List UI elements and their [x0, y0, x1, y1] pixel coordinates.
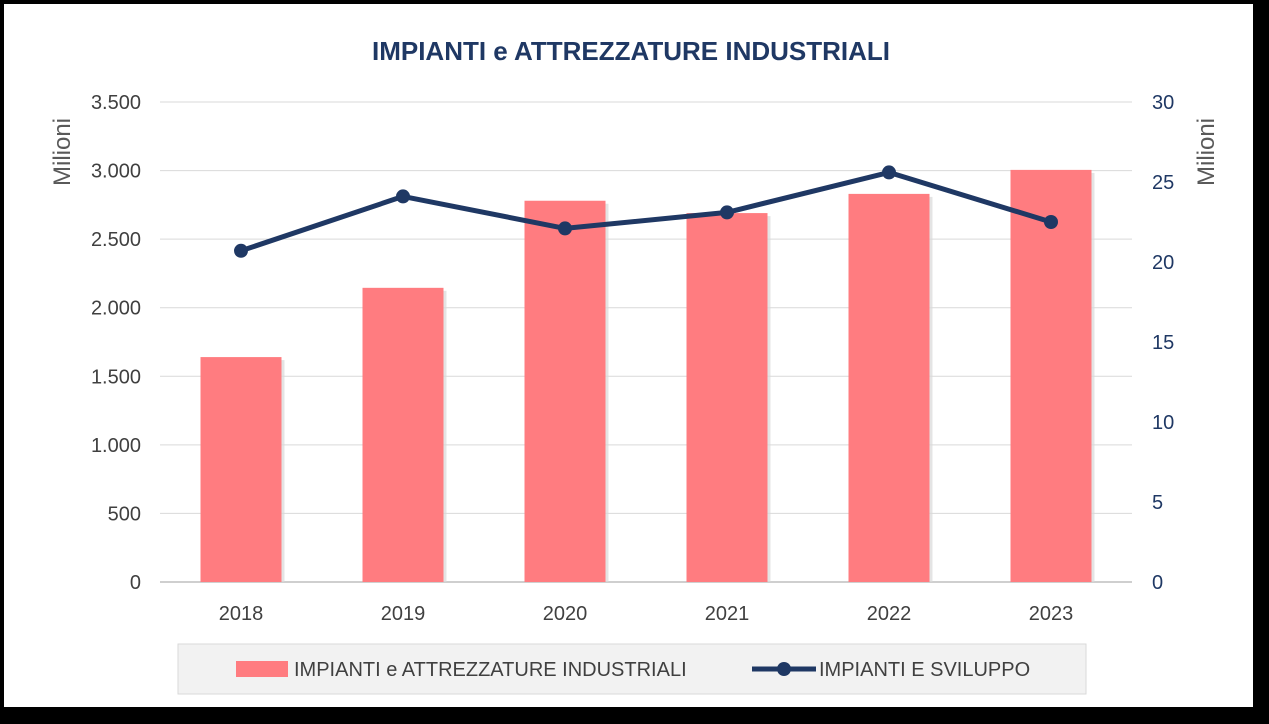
- line-point-2022: [882, 165, 896, 180]
- line-point-2023: [1044, 215, 1058, 229]
- chart-panel: IMPIANTI e ATTREZZATURE INDUSTRIALI Mili…: [4, 4, 1253, 707]
- y-left-tick-label: 2.500: [91, 229, 141, 251]
- bar-2022: [848, 193, 930, 582]
- chart-title: IMPIANTI e ATTREZZATURE INDUSTRIALI: [372, 36, 890, 66]
- y-left-tick-label: 0: [130, 572, 141, 594]
- line-point-2020: [558, 221, 572, 236]
- line-series-impianti-e-sviluppo: [240, 169, 1052, 254]
- y-right-tick-label: 15: [1152, 332, 1174, 354]
- bar-2020: [524, 200, 606, 582]
- legend-label-bars: IMPIANTI e ATTREZZATURE INDUSTRIALI: [294, 659, 687, 681]
- line-point-2019: [396, 189, 410, 204]
- y-right-tick-label: 5: [1152, 492, 1163, 514]
- y-right-tick-label: 10: [1152, 412, 1174, 434]
- bar-2019: [362, 287, 444, 582]
- bar-2023: [1010, 169, 1092, 582]
- x-tick-label: 2019: [381, 603, 426, 625]
- legend-label-line: IMPIANTI E SVILUPPO: [819, 659, 1030, 681]
- y-left-tick-label: 500: [108, 503, 141, 525]
- x-tick-label: 2022: [867, 603, 912, 625]
- y-axis-left-title: Milioni: [49, 118, 76, 186]
- line-point-2018: [234, 243, 248, 258]
- y-right-tick-label: 25: [1152, 172, 1174, 194]
- y-left-tick-label: 1.000: [91, 435, 141, 457]
- line-point-2021: [720, 205, 734, 220]
- y-right-tick-label: 20: [1152, 252, 1174, 274]
- combo-chart: IMPIANTI e ATTREZZATURE INDUSTRIALI Mili…: [49, 36, 1220, 695]
- y-right-tick-label: 30: [1152, 92, 1174, 114]
- y-axis-right-title: Milioni: [1193, 118, 1220, 186]
- bar-2018: [200, 357, 282, 582]
- legend-line-marker: [777, 662, 791, 676]
- y-left-tick-label: 2.000: [91, 298, 141, 320]
- y-left-tick-label: 3.000: [91, 161, 141, 183]
- y-left-tick-label: 3.500: [91, 92, 141, 114]
- y-right-tick-label: 0: [1152, 572, 1163, 594]
- x-tick-label: 2020: [543, 603, 588, 625]
- x-tick-label: 2023: [1029, 603, 1074, 625]
- legend-swatch-bars: [236, 661, 288, 677]
- legend: IMPIANTI e ATTREZZATURE INDUSTRIALI IMPI…: [177, 643, 1087, 695]
- y-left-tick-label: 1.500: [91, 366, 141, 388]
- bar-2021: [686, 213, 768, 583]
- x-tick-label: 2018: [219, 603, 264, 625]
- x-tick-label: 2021: [705, 603, 750, 625]
- legend-box: [177, 643, 1087, 695]
